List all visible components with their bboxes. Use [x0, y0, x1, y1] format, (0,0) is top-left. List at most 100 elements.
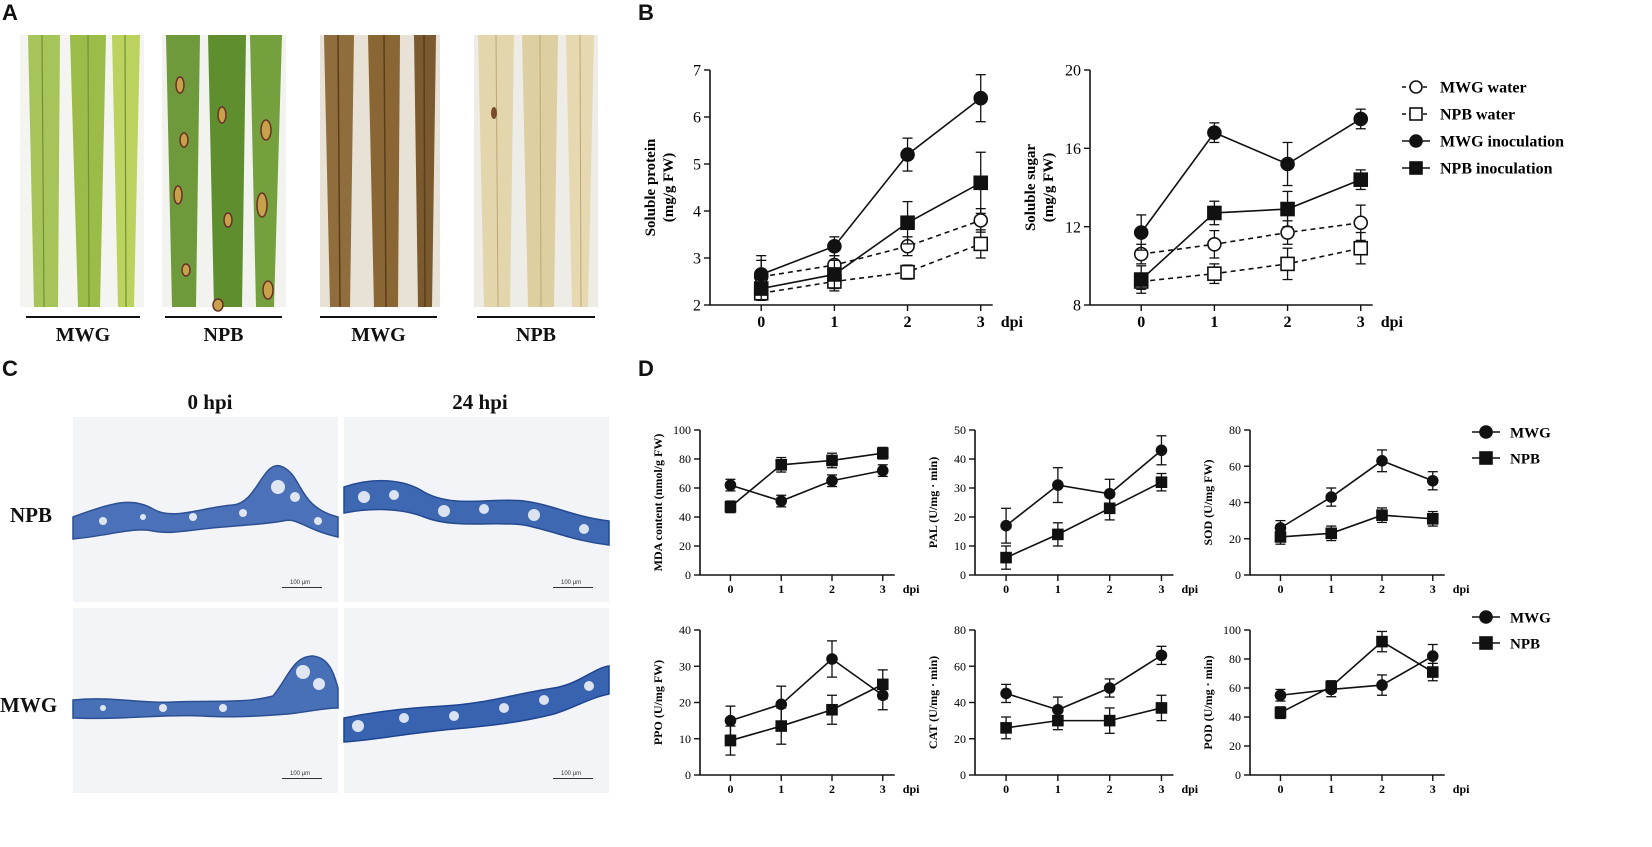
series-mwg	[724, 640, 889, 736]
data-point-square	[1479, 451, 1493, 465]
y-tick-label: 7	[693, 63, 701, 80]
y-tick-label: 40	[954, 696, 966, 710]
data-point-square	[876, 678, 889, 691]
column-label-0hpi: 0 hpi	[187, 390, 233, 414]
micrograph-mwg-0hpi	[72, 608, 339, 793]
legend-label: NPB	[1510, 636, 1540, 652]
series-npb-water	[1133, 231, 1369, 290]
legend-panel-d-top: MWG NPB	[1472, 425, 1551, 467]
data-point-circle	[1325, 491, 1338, 503]
y-tick-label: 60	[954, 659, 966, 673]
data-point-square	[775, 720, 788, 732]
leaf-group-underline	[165, 316, 282, 318]
data-point-circle	[1409, 80, 1423, 94]
data-point-square	[1426, 666, 1439, 678]
data-point-square	[724, 501, 737, 513]
x-axis-label: dpi	[1453, 582, 1470, 596]
data-point-square	[826, 703, 838, 716]
y-axis-label: PPO (U/mg FW)	[651, 660, 665, 745]
x-tick-label: 3	[1158, 782, 1164, 796]
x-tick-label: 1	[1055, 782, 1061, 796]
y-tick-label: 0	[685, 768, 691, 782]
x-tick-label: 0	[757, 314, 765, 331]
data-point-circle	[1426, 650, 1439, 662]
data-point-square	[1409, 161, 1423, 175]
x-tick-label: 1	[778, 582, 784, 596]
leaf-group-label: NPB	[516, 324, 556, 346]
data-point-square	[1133, 272, 1149, 287]
data-point-square	[724, 734, 737, 747]
y-tick-label: 20	[679, 539, 691, 553]
panel-label-d: D	[638, 356, 654, 381]
y-tick-label: 0	[960, 768, 966, 782]
x-tick-label: 3	[880, 582, 886, 596]
x-tick-label: 1	[1328, 582, 1334, 596]
series-line	[761, 243, 982, 295]
y-axis-label: MDA content (nmol/g FW)	[651, 434, 665, 572]
leaf-photo-npb-stained	[474, 34, 598, 308]
series-line	[1280, 640, 1434, 714]
data-point-square	[1155, 476, 1168, 489]
series-npb	[1000, 472, 1168, 570]
leaf-photo-mwg-green	[20, 34, 144, 308]
series-npb-inoculation	[1133, 169, 1369, 294]
scale-label: 100 μm	[561, 580, 582, 586]
chart-pod: 0 20 40 60 80 100 0 1 2 3 dpi POD (U/mg · min)	[1201, 623, 1470, 796]
x-tick-label: 2	[829, 782, 835, 796]
chart-pal: 0 10 20 30 40 50 0 1 2 3 dpi PAL (U/mg · min)	[926, 423, 1199, 596]
series-mwg-water	[1133, 204, 1369, 265]
series-line	[1141, 221, 1361, 255]
x-tick-label: 1	[1055, 582, 1061, 596]
series-npb-water	[753, 229, 989, 301]
data-point-circle	[724, 714, 737, 727]
y-tick-label: 60	[1229, 681, 1241, 695]
micrograph-npb-0hpi	[72, 417, 339, 602]
data-point-circle	[1052, 479, 1064, 491]
legend-panel-d-bottom: MWG NPB	[1472, 610, 1551, 652]
y-axis-label: CAT (U/mg · min)	[926, 656, 940, 749]
y-tick-label: 12	[1065, 219, 1081, 236]
legend-label: NPB	[1510, 451, 1540, 467]
x-axis-label: dpi	[1001, 314, 1024, 331]
data-point-square	[1376, 635, 1388, 648]
y-axis-label: (mg/g FW)	[1041, 153, 1057, 223]
y-tick-label: 16	[1065, 141, 1081, 158]
y-tick-label: 10	[679, 732, 691, 746]
series-line	[729, 452, 883, 508]
data-point-square	[973, 175, 989, 191]
series-line	[730, 469, 883, 502]
y-tick-label: 8	[1073, 298, 1081, 315]
y-tick-label: 40	[679, 510, 691, 524]
data-point-square	[973, 236, 989, 252]
y-tick-label: 40	[1229, 710, 1241, 724]
y-tick-label: 0	[960, 568, 966, 582]
data-point-square	[1052, 528, 1064, 541]
series-mwg-inoculation	[753, 74, 989, 290]
data-point-circle	[1207, 125, 1222, 140]
leaf-group-underline	[26, 316, 140, 318]
data-point-circle	[1353, 215, 1369, 231]
data-point-square	[1103, 502, 1116, 515]
data-point-square	[1325, 680, 1338, 693]
micrograph-mwg-24hpi	[343, 608, 610, 793]
x-tick-label: 2	[1379, 582, 1385, 596]
data-point-square	[900, 264, 915, 280]
data-point-square	[1000, 551, 1012, 564]
scale-label: 100 μm	[290, 580, 311, 586]
data-point-circle	[1280, 156, 1295, 172]
y-axis-label: POD (U/mg · min)	[1201, 655, 1215, 749]
data-point-square	[1280, 201, 1295, 217]
y-tick-label: 80	[954, 623, 966, 637]
y-tick-label: 3	[693, 251, 701, 268]
data-point-square	[1274, 531, 1287, 543]
series-line	[1280, 655, 1434, 697]
chart-cat: 0 20 40 60 80 0 1 2 3 dpi CAT (U/mg · min)	[926, 623, 1199, 796]
data-point-circle	[1133, 225, 1149, 240]
data-point-circle	[1409, 134, 1423, 148]
data-point-square	[1274, 706, 1287, 719]
data-point-circle	[1280, 225, 1295, 240]
data-point-circle	[1479, 610, 1493, 624]
y-tick-label: 2	[693, 298, 701, 315]
data-point-circle	[826, 474, 838, 487]
series-mwg	[1274, 449, 1439, 536]
